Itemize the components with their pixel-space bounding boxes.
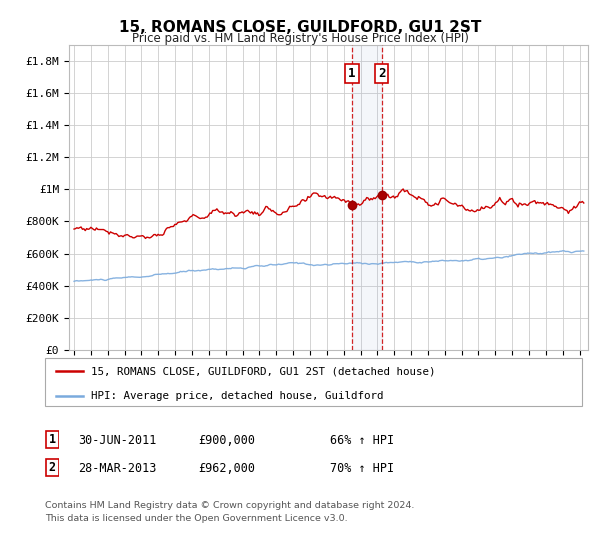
- Text: £900,000: £900,000: [198, 434, 255, 447]
- Text: 66% ↑ HPI: 66% ↑ HPI: [330, 434, 394, 447]
- FancyBboxPatch shape: [46, 459, 59, 475]
- Text: £962,000: £962,000: [198, 462, 255, 475]
- Text: Price paid vs. HM Land Registry's House Price Index (HPI): Price paid vs. HM Land Registry's House …: [131, 32, 469, 45]
- Text: 28-MAR-2013: 28-MAR-2013: [78, 462, 157, 475]
- FancyBboxPatch shape: [45, 358, 582, 406]
- Text: HPI: Average price, detached house, Guildford: HPI: Average price, detached house, Guil…: [91, 390, 383, 400]
- FancyBboxPatch shape: [46, 431, 59, 447]
- Text: 15, ROMANS CLOSE, GUILDFORD, GU1 2ST (detached house): 15, ROMANS CLOSE, GUILDFORD, GU1 2ST (de…: [91, 366, 435, 376]
- Text: Contains HM Land Registry data © Crown copyright and database right 2024.
This d: Contains HM Land Registry data © Crown c…: [45, 501, 415, 522]
- Text: 2: 2: [49, 461, 56, 474]
- Text: 70% ↑ HPI: 70% ↑ HPI: [330, 462, 394, 475]
- Text: 1: 1: [49, 433, 56, 446]
- Text: 30-JUN-2011: 30-JUN-2011: [78, 434, 157, 447]
- Bar: [352, 45, 382, 350]
- Text: 1: 1: [349, 67, 356, 80]
- Text: 15, ROMANS CLOSE, GUILDFORD, GU1 2ST: 15, ROMANS CLOSE, GUILDFORD, GU1 2ST: [119, 20, 481, 35]
- Text: 2: 2: [378, 67, 385, 80]
